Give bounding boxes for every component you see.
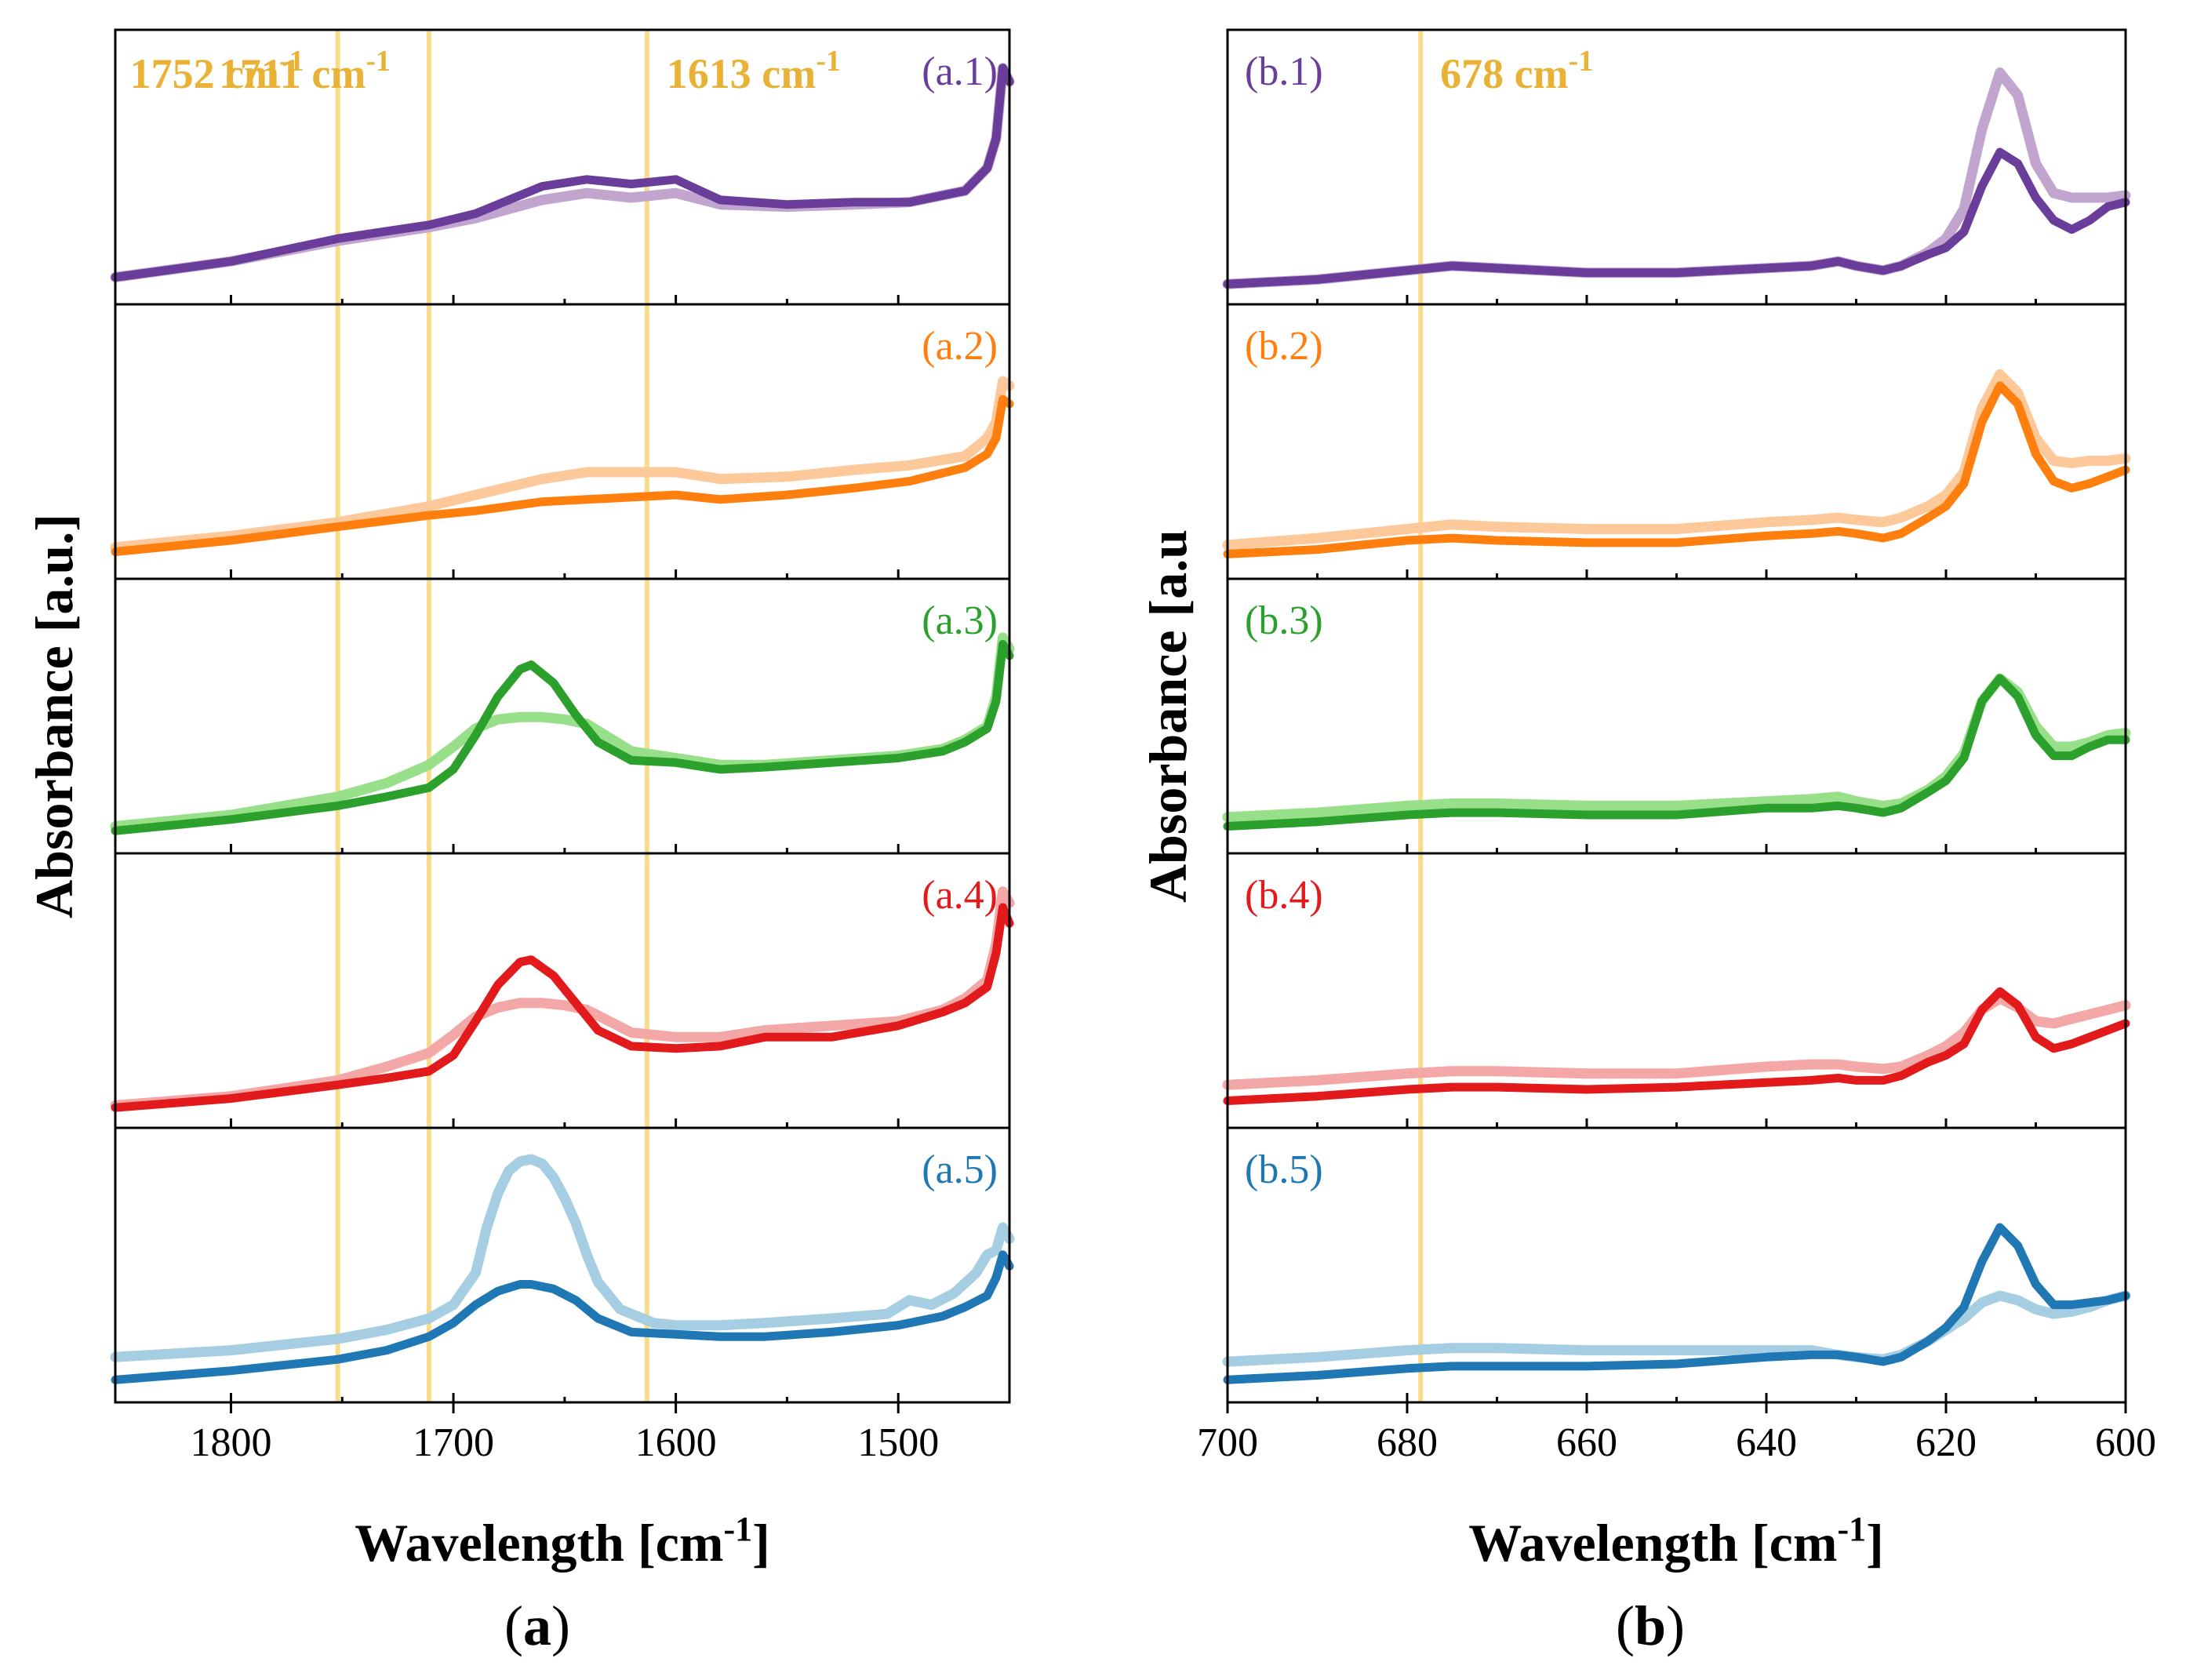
reference-line-label: 1613 cm-1 — [667, 45, 841, 97]
subplot-label-a-2: (a.2) — [922, 324, 998, 369]
x-tick-label-700: 700 — [1197, 1420, 1258, 1465]
panel-b-y-axis-title: Absorbance [a.u — [1138, 529, 1198, 903]
series-a-3-dark — [111, 640, 1014, 835]
panel-a-curves — [110, 63, 1015, 1384]
series-a-1-dark — [111, 64, 1014, 282]
panel-b-x-axis-title-sup: -1 — [1837, 1510, 1866, 1548]
series-b-5-dark — [1223, 1223, 2130, 1384]
panel-b-reference-lines: 678 cm-1 — [1418, 30, 1593, 1402]
panel-b-caption: (b) — [1616, 1595, 1685, 1657]
reference-line-label-main: 1752 cm — [130, 50, 279, 97]
panel-b-x-ticks: 700 680 660 640 620 600 — [1197, 295, 2156, 1465]
panel-a-x-axis-title-sup: -1 — [723, 1510, 752, 1548]
reference-line-label-sup: -1 — [279, 45, 304, 78]
reference-line-label-sup: -1 — [816, 45, 841, 78]
panel-a-caption-letter: a — [523, 1595, 551, 1657]
panel-b-curves — [1222, 67, 2131, 1384]
series-a-4-light — [110, 886, 1015, 1111]
panel-a-caption: (a) — [504, 1595, 570, 1657]
series-a-1-light — [110, 63, 1015, 282]
subplot-label-a-3: (a.3) — [922, 598, 998, 643]
series-a-2-dark — [111, 395, 1014, 556]
panel-b-x-axis-title: Wavelength [cm-1] — [1468, 1510, 1884, 1573]
panel-a-subplot-separators — [115, 303, 1009, 1129]
series-a-4-dark — [111, 903, 1014, 1112]
series-a-3-light — [110, 632, 1015, 831]
subplot-label-a-4: (a.4) — [922, 873, 998, 918]
panel-b-caption-letter: b — [1635, 1595, 1666, 1657]
subplot-label-a-5: (a.5) — [922, 1147, 998, 1192]
reference-line-label-main: 1613 cm — [667, 50, 816, 97]
panel-b-x-axis-title-close: ] — [1866, 1513, 1884, 1573]
subplot-label-b-3: (b.3) — [1245, 598, 1323, 643]
x-tick-label-1800: 1800 — [190, 1420, 271, 1465]
series-b-2-light — [1222, 369, 2131, 551]
series-b-4-dark — [1223, 987, 2130, 1105]
panel-b: 678 cm-1 700 680 660 640 620 600 (b.1)(b.2)(b… — [1138, 28, 2156, 1657]
subplot-label-b-4: (b.4) — [1245, 873, 1323, 918]
series-a-5-dark — [111, 1250, 1014, 1384]
panel-a-axes-frame — [114, 28, 1011, 1404]
panel-b-x-axis-title-main: Wavelength [cm — [1468, 1513, 1837, 1573]
reference-line-label-sup: -1 — [366, 45, 391, 78]
reference-line-label: 1711 cm-1 — [219, 45, 391, 97]
x-tick-label-620: 620 — [1915, 1420, 1977, 1465]
reference-line-label-sup: -1 — [1569, 45, 1594, 78]
series-b-3-dark — [1223, 674, 2130, 831]
series-b-5-light — [1222, 1290, 2131, 1367]
panel-a-subplot-labels: (a.1) (a.2) (a.3) (a.4) (a.5) — [922, 49, 998, 1192]
subplot-label-b-2: (b.2) — [1245, 324, 1323, 369]
x-tick-label-680: 680 — [1377, 1420, 1438, 1465]
panel-a-y-axis-title: Absorbance [a.u.] — [24, 514, 84, 918]
x-tick-label-660: 660 — [1556, 1420, 1617, 1465]
panel-a-x-axis-title-main: Wavelength [cm — [355, 1513, 723, 1573]
reference-line-label: 678 cm-1 — [1440, 45, 1593, 97]
series-b-4-light — [1222, 993, 2131, 1090]
reference-line-label-main: 1711 cm — [219, 50, 366, 97]
panel-a-x-axis-title-close: ] — [752, 1513, 770, 1573]
series-b-3-light — [1222, 673, 2131, 823]
x-tick-label-1500: 1500 — [857, 1420, 939, 1465]
panel-a-x-ticks: 1800 1700 1600 1500 — [190, 295, 939, 1465]
reference-line-label-main: 678 cm — [1440, 50, 1568, 97]
series-a-5-light — [110, 1154, 1015, 1362]
x-tick-label-600: 600 — [2095, 1420, 2156, 1465]
panel-a-x-axis-title: Wavelength [cm-1] — [355, 1510, 770, 1573]
subplot-label-b-1: (b.1) — [1245, 49, 1323, 94]
subplot-label-b-5: (b.5) — [1245, 1147, 1323, 1192]
reference-line-label: 1752 cm-1 — [130, 45, 304, 97]
panel-b-axes-frame — [1226, 28, 2127, 1404]
series-a-2-light — [110, 376, 1015, 553]
panel-b-subplot-labels: (b.1) (b.2) (b.3) (b.4) (b.5) — [1245, 49, 1323, 1192]
subplot-label-a-1: (a.1) — [922, 49, 998, 94]
series-b-1-dark — [1223, 147, 2130, 289]
x-tick-label-1700: 1700 — [413, 1420, 494, 1465]
x-tick-label-1600: 1600 — [635, 1420, 717, 1465]
x-tick-label-640: 640 — [1736, 1420, 1797, 1465]
series-b-2-dark — [1223, 381, 2130, 558]
